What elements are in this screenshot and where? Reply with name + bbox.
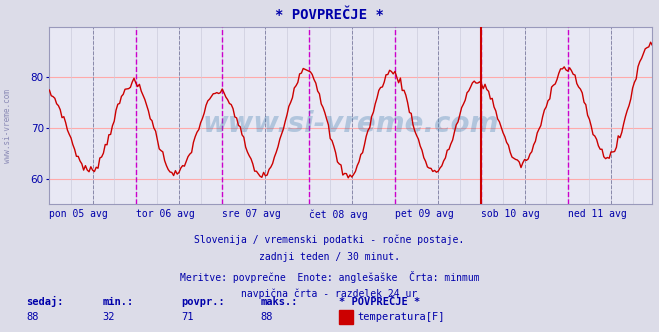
Text: čet 08 avg: čet 08 avg [308,209,367,220]
Text: maks.:: maks.: [260,297,298,307]
Text: 32: 32 [102,312,115,322]
Text: * POVPREČJE *: * POVPREČJE * [275,8,384,22]
Text: www.si-vreme.com: www.si-vreme.com [203,110,499,138]
Text: sob 10 avg: sob 10 avg [482,209,540,219]
Text: Slovenija / vremenski podatki - ročne postaje.: Slovenija / vremenski podatki - ročne po… [194,234,465,245]
Text: 88: 88 [260,312,273,322]
Text: min.:: min.: [102,297,133,307]
Text: pet 09 avg: pet 09 avg [395,209,454,219]
Text: 71: 71 [181,312,194,322]
Text: * POVPREČJE *: * POVPREČJE * [339,297,420,307]
Text: temperatura[F]: temperatura[F] [358,312,445,322]
Text: navpična črta - razdelek 24 ur: navpična črta - razdelek 24 ur [241,289,418,299]
Text: ned 11 avg: ned 11 avg [568,209,627,219]
Text: sre 07 avg: sre 07 avg [222,209,281,219]
Text: sedaj:: sedaj: [26,296,64,307]
Text: povpr.:: povpr.: [181,297,225,307]
Text: 88: 88 [26,312,39,322]
Text: tor 06 avg: tor 06 avg [136,209,194,219]
Text: www.si-vreme.com: www.si-vreme.com [3,89,13,163]
Text: zadnji teden / 30 minut.: zadnji teden / 30 minut. [259,252,400,262]
Text: Meritve: povprečne  Enote: anglešaške  Črta: minmum: Meritve: povprečne Enote: anglešaške Črt… [180,271,479,283]
Text: pon 05 avg: pon 05 avg [49,209,108,219]
